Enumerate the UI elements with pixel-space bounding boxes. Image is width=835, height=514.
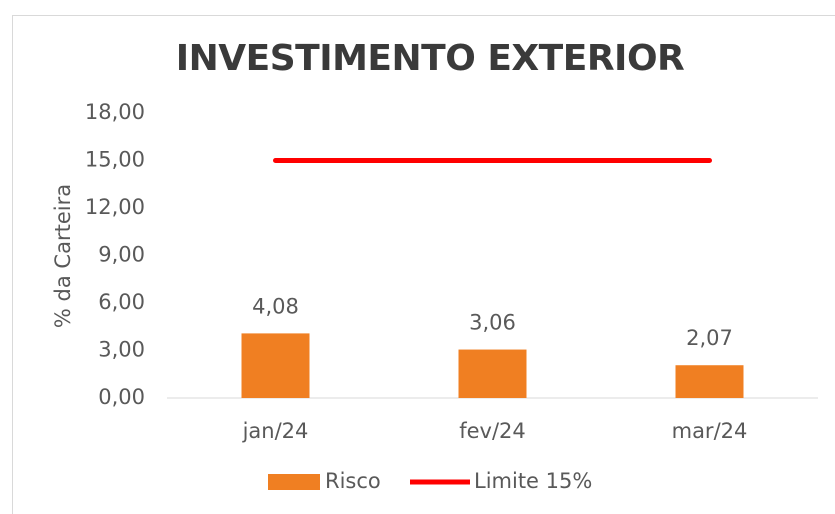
y-tick-label: 9,00 xyxy=(98,243,145,267)
x-tick-label: mar/24 xyxy=(672,419,748,443)
y-tick-label: 6,00 xyxy=(98,290,145,314)
legend-swatch xyxy=(268,474,320,490)
bar xyxy=(675,365,744,398)
data-label: 4,08 xyxy=(252,294,299,318)
chart-border xyxy=(12,15,835,514)
y-tick-label: 12,00 xyxy=(85,195,145,219)
y-axis-label: % da Carteira xyxy=(51,184,75,328)
y-tick-label: 15,00 xyxy=(85,148,145,172)
data-label: 2,07 xyxy=(686,326,733,350)
legend-label: Risco xyxy=(325,469,381,493)
y-tick-label: 18,00 xyxy=(85,100,145,124)
legend-label: Limite 15% xyxy=(474,469,592,493)
bar xyxy=(241,333,310,398)
y-tick-label: 3,00 xyxy=(98,338,145,362)
data-label: 3,06 xyxy=(469,311,516,335)
chart-title: INVESTIMENTO EXTERIOR xyxy=(176,38,685,79)
bar xyxy=(458,349,527,398)
x-tick-label: jan/24 xyxy=(242,419,309,443)
x-tick-label: fev/24 xyxy=(459,419,526,443)
y-tick-label: 0,00 xyxy=(98,385,145,409)
